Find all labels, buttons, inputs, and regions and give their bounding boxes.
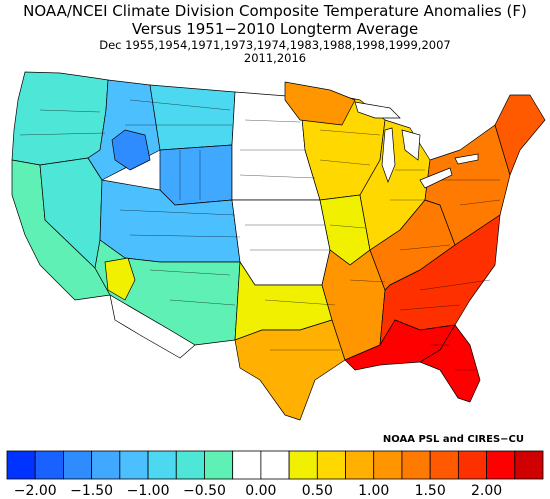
climate-division-regions	[11, 71, 546, 421]
credit-label: NOAA PSL and CIRES−CU	[382, 434, 524, 445]
region-minnesota-north	[284, 81, 356, 126]
lake-ontario	[454, 153, 479, 165]
lake-huron	[401, 129, 421, 161]
title-line-4: 2011,2016	[243, 51, 307, 65]
title-line-1: NOAA/NCEI Climate Division Composite Tem…	[23, 2, 527, 20]
title-line-3: Dec 1955,1954,1971,1973,1974,1983,1988,1…	[99, 38, 451, 52]
region-pacific-northwest	[11, 71, 109, 166]
lake-superior	[354, 101, 401, 119]
lake-erie	[419, 167, 453, 189]
lake-michigan	[381, 127, 396, 183]
great-lakes	[354, 101, 479, 189]
title-line-2: Versus 1951−2010 Longterm Average	[131, 20, 419, 38]
division-borders	[19, 99, 501, 371]
region-arizona-warm-pocket	[104, 257, 136, 301]
region-montana-east	[149, 84, 236, 151]
region-arizona-new-mexico	[94, 239, 241, 346]
region-south-texas	[234, 319, 346, 421]
region-southern-arizona	[109, 294, 196, 359]
region-florida	[419, 324, 481, 403]
region-southwest-montana	[111, 129, 151, 171]
region-maine	[494, 94, 546, 176]
region-northeast	[424, 124, 511, 246]
region-wyoming	[159, 144, 233, 206]
